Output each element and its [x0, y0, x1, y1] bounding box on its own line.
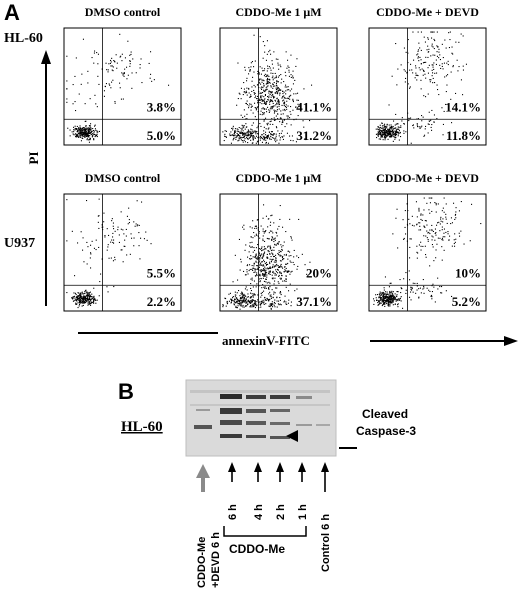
flow-plot: CDDO-Me + DEVD 10% 5.2%	[368, 171, 487, 312]
scatter-dots	[373, 197, 482, 309]
scatter-dots	[222, 34, 313, 144]
lower-right-percent: 5.0%	[147, 128, 176, 143]
lane-arrow	[321, 462, 329, 492]
band-arrowhead	[286, 430, 298, 442]
lane-label-control: Control 6 h	[320, 514, 332, 572]
plot-title: DMSO control	[85, 171, 161, 185]
scatter-dots	[66, 198, 152, 309]
scatter-dots	[66, 33, 170, 143]
blot-cell-line: HL-60	[121, 419, 163, 435]
lower-right-percent: 2.2%	[147, 294, 176, 309]
flow-plot: CDDO-Me + DEVD 14.1% 11.8%	[368, 5, 487, 146]
lane-label-4h: 4 h	[253, 504, 265, 520]
lane-label-1h: 1 h	[297, 504, 309, 520]
group-bracket	[223, 526, 307, 537]
upper-right-percent: 10%	[455, 265, 481, 280]
flow-plot: CDDO-Me 1 μM 41.1% 31.2%	[219, 5, 338, 146]
plot-frame	[219, 27, 338, 146]
lane-label-devd-1: CDDO-Me	[196, 537, 208, 588]
lane-arrow	[298, 462, 306, 482]
plot-frame	[63, 27, 182, 146]
flow-plot: DMSO control 3.8% 5.0%	[63, 5, 182, 146]
lane-label-2h: 2 h	[275, 504, 287, 520]
upper-right-percent: 41.1%	[296, 99, 332, 114]
plot-title: CDDO-Me 1 μM	[235, 5, 321, 19]
plot-frame	[63, 193, 182, 312]
plot-title: DMSO control	[85, 5, 161, 19]
plot-frame	[368, 27, 487, 146]
cleaved-caspase-band	[220, 434, 242, 438]
upper-right-percent: 14.1%	[445, 99, 481, 114]
y-axis-arrow	[41, 50, 51, 306]
x-axis-arrow	[370, 336, 518, 346]
lane-arrow-devd	[196, 464, 210, 492]
lower-right-percent: 37.1%	[296, 294, 332, 309]
panel-b-letter: B	[118, 379, 134, 404]
row-1-cell-line: HL-60	[4, 31, 43, 46]
lane-arrows	[228, 462, 329, 492]
upper-right-percent: 5.5%	[147, 265, 176, 280]
band-label-line2: Caspase-3	[356, 424, 416, 438]
band-label-line1: Cleaved	[362, 407, 408, 421]
lane-label-6h: 6 h	[227, 504, 239, 520]
flow-plot: CDDO-Me 1 μM 20% 37.1%	[219, 171, 338, 312]
plot-title: CDDO-Me + DEVD	[376, 171, 479, 185]
blot-band	[194, 425, 212, 429]
western-blot	[185, 379, 337, 457]
x-axis-label: annexinV-FITC	[222, 333, 310, 348]
y-axis-label: PI	[26, 152, 41, 165]
plot-frame	[219, 193, 338, 312]
lane-arrow	[228, 462, 236, 482]
plot-frame	[368, 193, 487, 312]
flow-plots: DMSO control 3.8% 5.0% CDDO-Me 1 μM 41.1% 31.…	[63, 5, 487, 312]
upper-right-percent: 3.8%	[147, 99, 176, 114]
plot-title: CDDO-Me 1 μM	[235, 171, 321, 185]
flow-plot: DMSO control 5.5% 2.2%	[63, 171, 182, 312]
upper-right-percent: 20%	[306, 265, 332, 280]
lower-right-percent: 11.8%	[446, 128, 481, 143]
lower-right-percent: 31.2%	[296, 128, 332, 143]
group-label: CDDO-Me	[229, 542, 285, 556]
plot-title: CDDO-Me + DEVD	[376, 5, 479, 19]
lower-right-percent: 5.2%	[452, 294, 481, 309]
panel-a-letter: A	[4, 0, 20, 25]
lane-arrow	[276, 462, 284, 482]
lane-label-devd-2: +DEVD 6 h	[210, 532, 222, 588]
row-2-cell-line: U937	[4, 236, 35, 251]
lane-arrow	[254, 462, 262, 482]
scatter-dots	[375, 31, 467, 144]
